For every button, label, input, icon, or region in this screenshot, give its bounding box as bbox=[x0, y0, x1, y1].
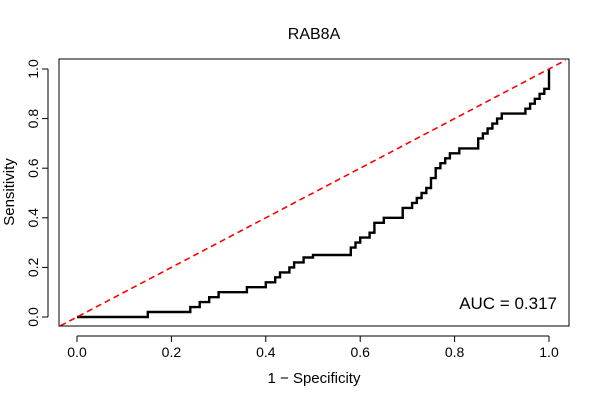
x-axis: 0.0 0.2 0.4 0.6 0.8 1.0 bbox=[67, 335, 559, 360]
reference-diagonal bbox=[60, 59, 566, 326]
y-tick-label: 0.0 bbox=[25, 307, 41, 327]
y-tick-label: 0.4 bbox=[25, 208, 41, 228]
y-tick-label: 0.8 bbox=[25, 109, 41, 129]
x-tick-label: 0.6 bbox=[350, 344, 370, 360]
auc-annotation: AUC = 0.317 bbox=[459, 294, 557, 313]
roc-curve bbox=[77, 69, 551, 319]
y-axis-title: Sensitivity bbox=[1, 158, 18, 226]
chart-title: RAB8A bbox=[288, 26, 341, 43]
x-tick-label: 1.0 bbox=[539, 344, 559, 360]
y-tick-label: 0.6 bbox=[25, 158, 41, 178]
x-tick-label: 0.4 bbox=[256, 344, 276, 360]
y-axis: 0.0 0.2 0.4 0.6 0.8 1.0 bbox=[25, 59, 49, 327]
x-tick-label: 0.2 bbox=[162, 344, 182, 360]
x-tick-label: 0.8 bbox=[445, 344, 465, 360]
plot-area bbox=[58, 58, 570, 327]
plot-frame bbox=[58, 58, 570, 327]
y-tick-label: 1.0 bbox=[25, 59, 41, 79]
x-axis-title: 1 − Specificity bbox=[268, 370, 361, 387]
y-tick-label: 0.2 bbox=[25, 257, 41, 277]
x-tick-label: 0.0 bbox=[67, 344, 87, 360]
